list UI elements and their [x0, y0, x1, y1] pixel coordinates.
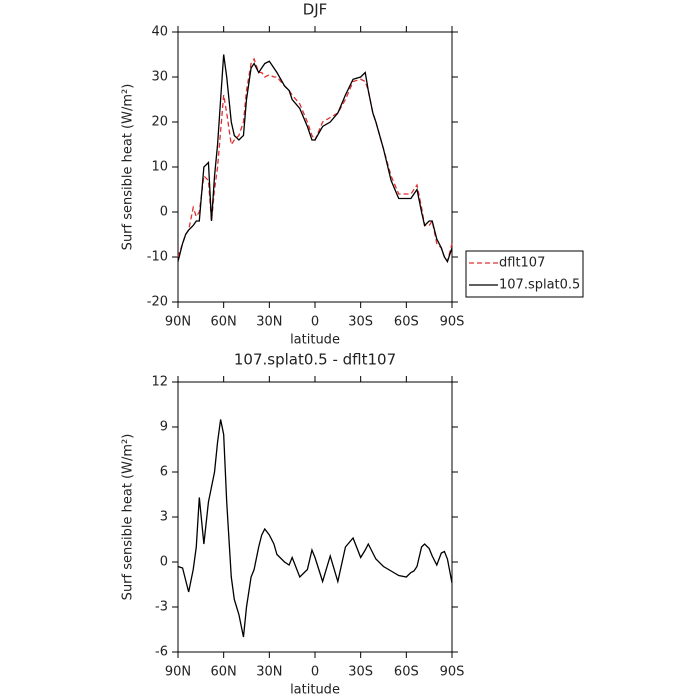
- x-tick-label: 90N: [165, 315, 191, 330]
- x-tick-label: 90S: [440, 315, 465, 330]
- x-tick-label: 90N: [165, 665, 191, 680]
- y-tick-label: 20: [151, 115, 168, 130]
- x-tick-label: 60S: [394, 665, 419, 680]
- plot-frame: [177, 381, 453, 653]
- y-tick-label: 0: [160, 555, 168, 570]
- x-tick-label: 0: [311, 315, 319, 330]
- y-tick-label: 9: [160, 420, 168, 435]
- x-tick-label: 30S: [348, 315, 373, 330]
- y-axis-label: Surf sensible heat (W/m²): [121, 84, 136, 251]
- x-axis-label: latitude: [290, 683, 340, 698]
- x-tick-label: 30N: [256, 665, 282, 680]
- y-axis-label: Surf sensible heat (W/m²): [121, 434, 136, 601]
- y-tick-label: -3: [155, 600, 168, 615]
- legend-box: [465, 250, 584, 298]
- y-tick-label: 0: [160, 205, 168, 220]
- x-axis-label: latitude: [290, 333, 340, 348]
- y-tick-label: -6: [155, 645, 168, 660]
- y-tick-label: 3: [160, 510, 168, 525]
- x-tick-label: 0: [311, 665, 319, 680]
- y-tick-label: 12: [151, 375, 168, 390]
- x-tick-label: 30S: [348, 665, 373, 680]
- x-tick-label: 90S: [440, 665, 465, 680]
- chart-title: DJF: [303, 1, 328, 19]
- series-line: [177, 54, 453, 263]
- y-tick-label: -10: [147, 250, 168, 265]
- legend-label: 107.splat0.5: [499, 278, 580, 293]
- y-tick-label: 30: [151, 70, 168, 85]
- y-tick-label: -20: [147, 295, 168, 310]
- x-tick-label: 60N: [211, 665, 237, 680]
- y-tick-label: 40: [151, 25, 168, 40]
- y-tick-label: 10: [151, 160, 168, 175]
- plot-frame: [177, 31, 453, 303]
- x-tick-label: 60N: [211, 315, 237, 330]
- x-tick-label: 30N: [256, 315, 282, 330]
- series-line: [177, 419, 453, 638]
- x-tick-label: 60S: [394, 315, 419, 330]
- legend-label: dflt107: [499, 256, 545, 271]
- y-tick-label: 6: [160, 465, 168, 480]
- series-line: [177, 57, 453, 264]
- chart-title: 107.splat0.5 - dflt107: [234, 351, 396, 369]
